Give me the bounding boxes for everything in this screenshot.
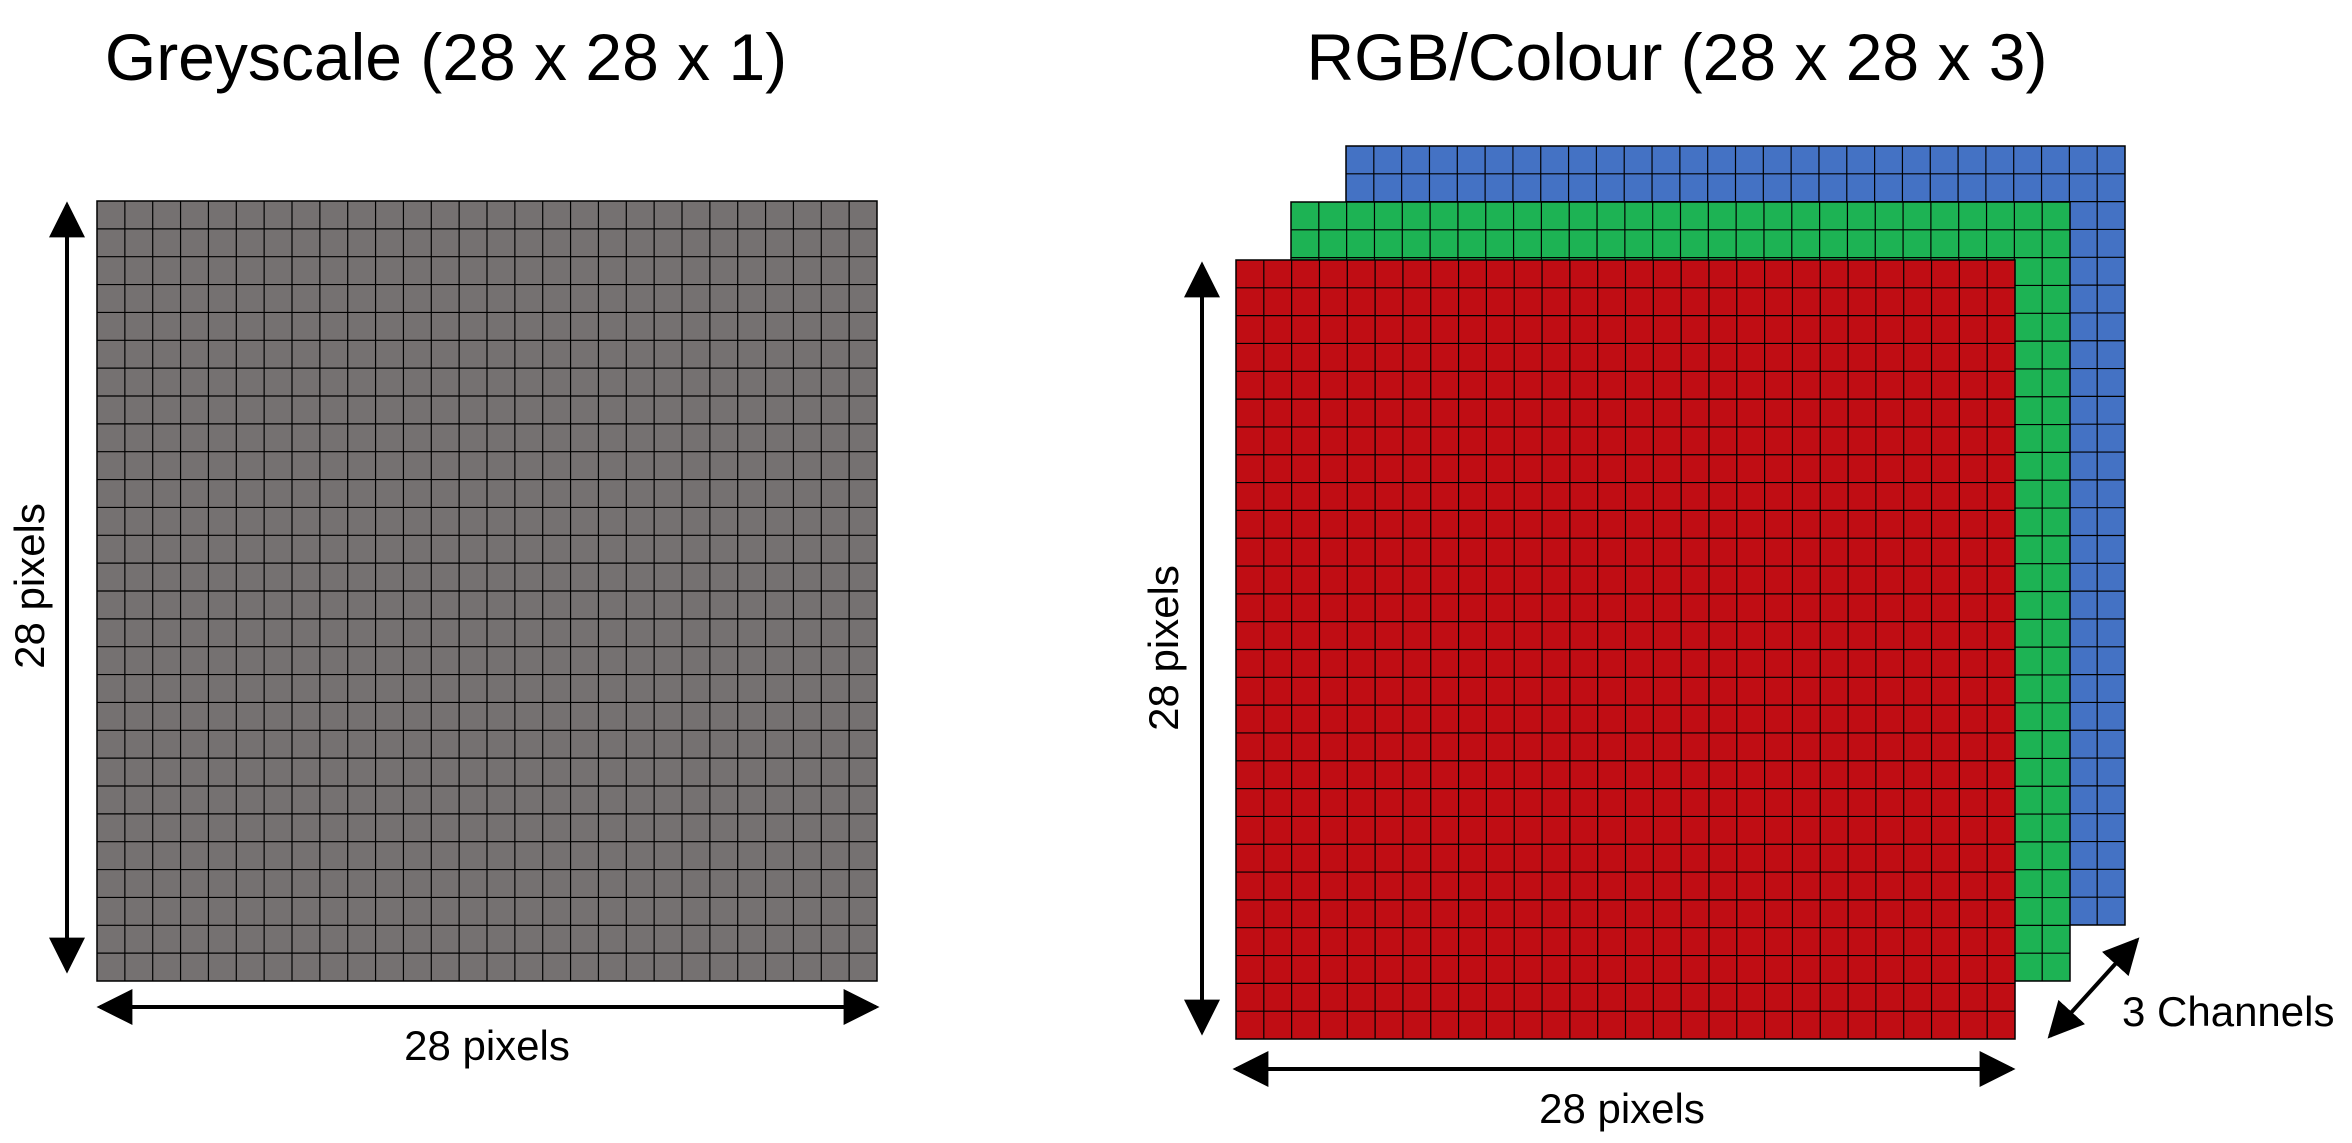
rgb-width-label: 28 pixels bbox=[1539, 1085, 1705, 1132]
greyscale-height-label: 28 pixels bbox=[6, 503, 53, 669]
greyscale-section: Greyscale (28 x 28 x 1) 28 pixels 28 pix… bbox=[6, 20, 880, 1069]
red-channel-grid bbox=[1235, 259, 2016, 1040]
rgb-section: RGB/Colour (28 x 28 x 3) 28 pixels 28 pi… bbox=[1140, 20, 2334, 1132]
greyscale-grid bbox=[96, 200, 878, 982]
greyscale-width-label: 28 pixels bbox=[404, 1022, 570, 1069]
rgb-height-label: 28 pixels bbox=[1140, 565, 1187, 731]
rgb-title: RGB/Colour (28 x 28 x 3) bbox=[1307, 20, 2048, 94]
channels-label: 3 Channels bbox=[2122, 988, 2334, 1035]
channels-depth-arrow bbox=[2047, 937, 2140, 1039]
rgb-channel-stack bbox=[1235, 145, 2126, 1040]
greyscale-title: Greyscale (28 x 28 x 1) bbox=[105, 20, 787, 94]
greyscale-pixel-grid bbox=[96, 200, 878, 982]
